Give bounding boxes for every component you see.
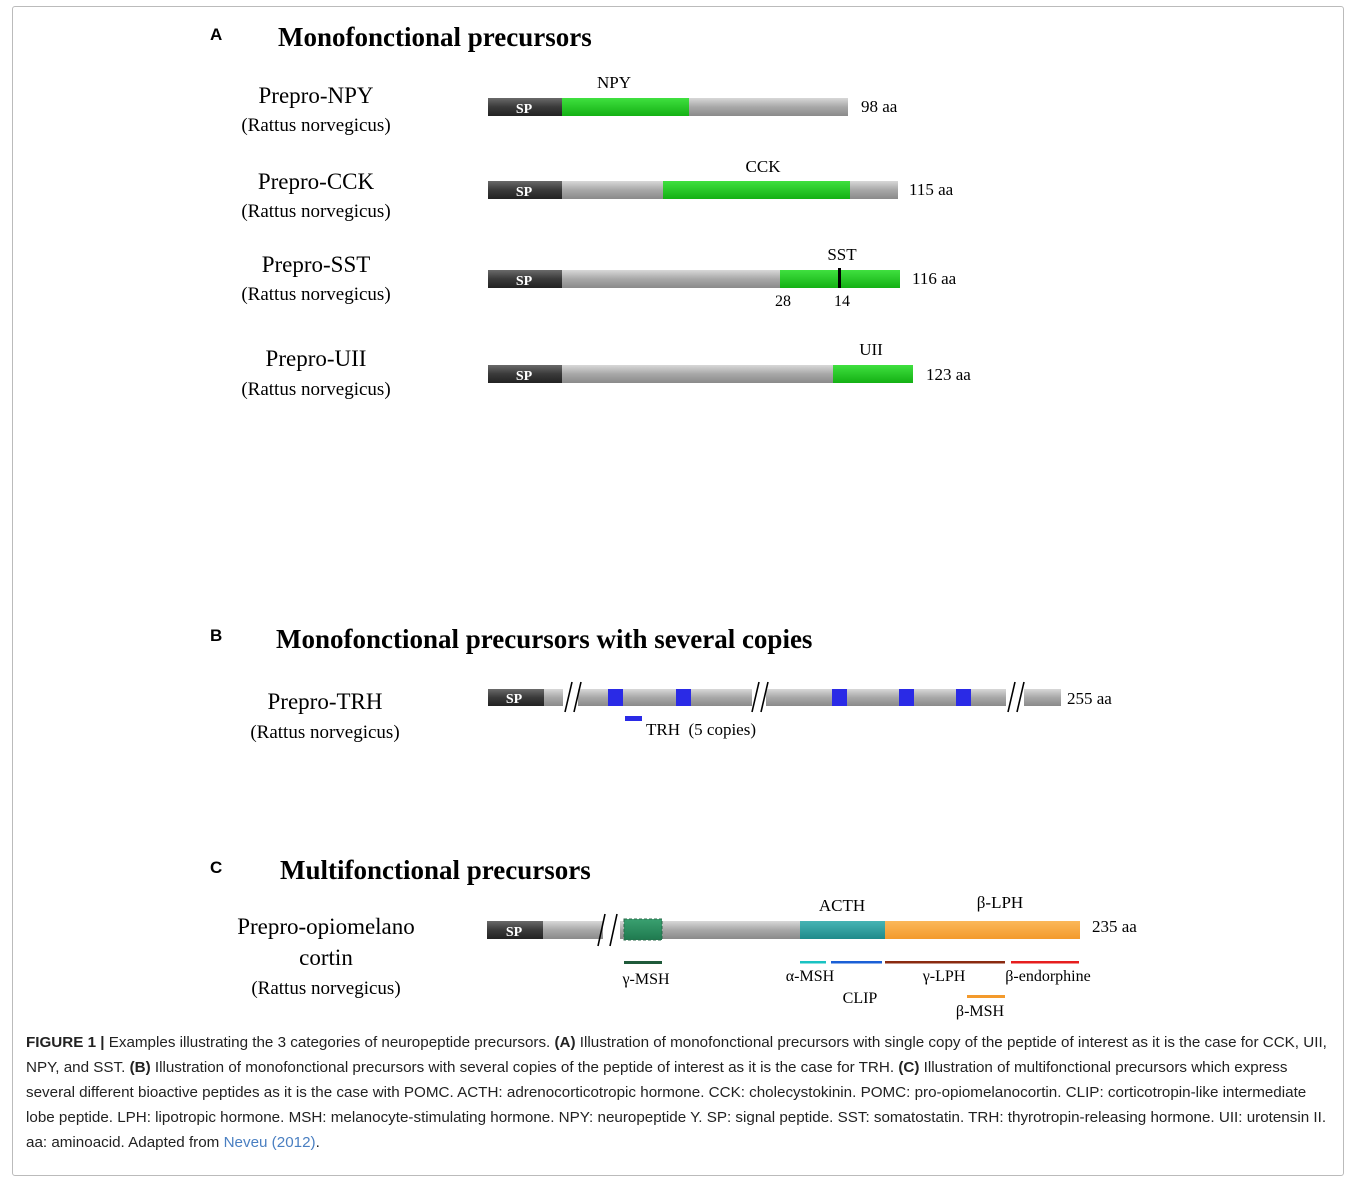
pomc-break-marks [597, 913, 618, 947]
trh-signal-peptide [488, 689, 544, 706]
caption-c-label: (C) [898, 1059, 920, 1076]
trh-copy [956, 689, 971, 706]
panel-a-letter: A [210, 25, 222, 44]
pomc-signal-peptide [487, 921, 543, 939]
beta-msh-line [967, 995, 1005, 998]
gamma-msh-label: γ-MSH [621, 971, 670, 988]
cck-signal-peptide [488, 181, 562, 199]
figure-frame [12, 6, 1344, 1176]
gamma-lph-label: γ-LPH [922, 968, 966, 985]
uii-sp-label: SP [516, 369, 533, 384]
sst-length: 116 aa [912, 269, 957, 288]
caption-b-text: Illustration of monofonctional precursor… [150, 1059, 899, 1076]
caption-a-text: Illustration of monofonctional precursor… [26, 1034, 1327, 1076]
acth-segment [800, 921, 885, 939]
cck-sp-label: SP [516, 185, 533, 200]
sst-14-label: 14 [834, 293, 850, 310]
trh-break-marks [564, 681, 1025, 713]
trh-copy [899, 689, 914, 706]
uii-length: 123 aa [926, 365, 971, 384]
gamma-msh-line [624, 961, 662, 964]
trh-species: (Rattus norvegicus) [250, 722, 399, 743]
clip-label: CLIP [843, 990, 878, 1007]
sst-28-label: 28 [775, 293, 791, 310]
panel-c-letter: C [210, 858, 222, 877]
sst-signal-peptide [488, 270, 562, 288]
figure-diagram: A Monofonctional precursors Prepro-NPY (… [210, 22, 1137, 1020]
panel-a-title: Monofonctional precursors [278, 22, 592, 52]
caption-label: FIGURE 1 | [26, 1034, 105, 1051]
acth-label: ACTH [819, 896, 865, 915]
pomc-species: (Rattus norvegicus) [251, 978, 400, 999]
sst-cleavage-mark [838, 268, 841, 288]
npy-precursor-name: Prepro-NPY [259, 83, 374, 108]
uii-backbone [488, 365, 913, 383]
trh-legend-swatch [625, 716, 642, 721]
cck-length: 115 aa [909, 180, 954, 199]
npy-sp-label: SP [516, 102, 533, 117]
alpha-msh-line [800, 961, 826, 964]
uii-precursor-name: Prepro-UII [266, 346, 367, 371]
sst-sp-label: SP [516, 274, 533, 289]
beta-msh-label: β-MSH [956, 1003, 1005, 1020]
trh-copies [608, 689, 971, 706]
cck-precursor-name: Prepro-CCK [258, 169, 375, 194]
alpha-msh-label: α-MSH [786, 968, 835, 985]
trh-copy [676, 689, 691, 706]
uii-species: (Rattus norvegicus) [241, 379, 390, 400]
beta-endorphine-line [1011, 961, 1079, 964]
uii-peptide-label: UII [859, 340, 883, 359]
sst-peptide-label: SST [827, 245, 857, 264]
pomc-sp-label: SP [506, 925, 523, 940]
npy-peptide-label: NPY [597, 73, 631, 92]
gamma-msh-segment [623, 918, 663, 941]
npy-signal-peptide [488, 98, 562, 116]
beta-endorphine-label: β-endorphine [1005, 968, 1090, 985]
reference-link[interactable]: Neveu (2012) [223, 1134, 316, 1151]
clip-line [831, 961, 882, 964]
trh-sp-label: SP [506, 692, 523, 707]
pomc-name-line2: cortin [299, 945, 353, 970]
figure-caption: FIGURE 1 | Examples illustrating the 3 c… [26, 1030, 1336, 1155]
caption-b-label: (B) [129, 1059, 151, 1076]
trh-length: 255 aa [1067, 689, 1112, 708]
pomc-name-line1: Prepro-opiomelano [237, 914, 415, 939]
sst-precursor-name: Prepro-SST [262, 252, 371, 277]
panel-c-title: Multifonctional precursors [280, 855, 591, 885]
panel-b-title: Monofonctional precursors with several c… [276, 624, 812, 654]
trh-backbone [488, 689, 1061, 706]
caption-a-label: (A) [554, 1034, 576, 1051]
beta-lph-segment [885, 921, 1080, 939]
panel-b-letter: B [210, 626, 222, 645]
uii-signal-peptide [488, 365, 562, 383]
sst-species: (Rattus norvegicus) [241, 284, 390, 305]
trh-copy [608, 689, 623, 706]
cck-peptide-segment [663, 181, 850, 199]
npy-species: (Rattus norvegicus) [241, 115, 390, 136]
npy-peptide-segment [562, 98, 689, 116]
uii-peptide-segment [833, 365, 913, 383]
cck-species: (Rattus norvegicus) [241, 201, 390, 222]
cck-peptide-label: CCK [746, 157, 782, 176]
caption-c-text: Illustration of multifonctional precurso… [26, 1059, 1327, 1151]
trh-precursor-name: Prepro-TRH [268, 689, 383, 714]
caption-end: . [315, 1134, 320, 1151]
pomc-length: 235 aa [1092, 917, 1137, 936]
trh-legend-label: TRH (5 copies) [646, 720, 756, 739]
trh-copy [832, 689, 847, 706]
caption-intro: Examples illustrating the 3 categories o… [104, 1034, 555, 1051]
gamma-lph-line [885, 961, 1005, 964]
npy-length: 98 aa [861, 97, 898, 116]
beta-lph-label: β-LPH [977, 893, 1023, 912]
